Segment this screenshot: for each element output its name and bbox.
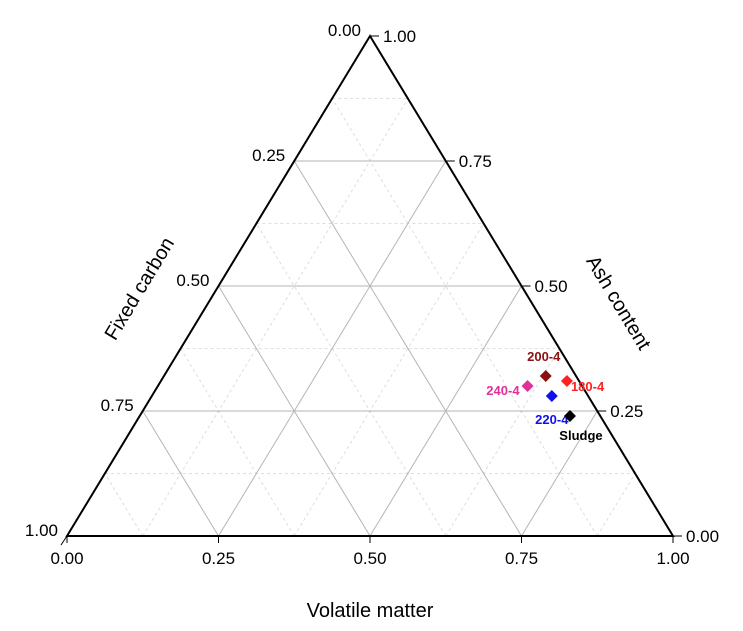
data-label-200-4: 200-4 — [527, 349, 561, 364]
tick-fixed-carbon — [136, 410, 144, 421]
tick-label-ash-content: 0.00 — [686, 527, 719, 546]
tick-label-volatile-matter: 0.75 — [505, 549, 538, 568]
gridline-major-fixed-carbon — [142, 410, 219, 537]
data-point-200-4 — [539, 370, 552, 382]
tick-label-fixed-carbon: 0.75 — [101, 396, 134, 415]
tick-label-volatile-matter: 1.00 — [656, 549, 689, 568]
data-point-240-4 — [521, 380, 534, 392]
data-point-220-4 — [545, 390, 558, 402]
tick-label-ash-content: 1.00 — [383, 27, 416, 46]
minor-gridlines — [104, 98, 636, 537]
axis-title-fixed-carbon: Fixed carbon — [101, 234, 179, 344]
gridline-major-fixed-carbon — [293, 160, 522, 537]
axis-title-ash-content: Ash content — [582, 252, 655, 354]
gridline-major-fixed-carbon — [218, 285, 371, 537]
tick-label-volatile-matter: 0.50 — [353, 549, 386, 568]
gridline-minor-fixed-carbon — [331, 98, 598, 537]
tick-fixed-carbon — [212, 285, 219, 296]
gridline-minor-fixed-carbon — [104, 473, 144, 537]
data-point-sludge — [563, 410, 576, 422]
tick-marks — [60, 35, 682, 546]
gridline-minor-fixed-carbon — [180, 348, 295, 537]
tick-fixed-carbon — [60, 535, 68, 546]
tick-label-fixed-carbon: 0.00 — [328, 21, 361, 40]
tick-label-fixed-carbon: 1.00 — [25, 521, 58, 540]
gridline-minor-volatile — [445, 348, 560, 537]
tick-label-fixed-carbon: 0.50 — [176, 271, 209, 290]
gridline-major-volatile — [521, 410, 598, 537]
tick-label-volatile-matter: 0.00 — [50, 549, 83, 568]
axis-title-volatile-matter: Volatile matter — [307, 600, 434, 622]
tick-label-ash-content: 0.25 — [610, 402, 643, 421]
tick-labels: 0.00 0.00 0.00 0.25 0.25 0.25 0.50 0.50 0.50 0.75… — [25, 21, 719, 568]
gridline-minor-volatile — [596, 473, 636, 537]
gridline-minor-volatile — [293, 223, 485, 537]
tick-label-ash-content: 0.50 — [535, 277, 568, 296]
gridline-minor-fixed-carbon — [255, 223, 447, 537]
major-gridlines — [142, 160, 598, 537]
gridline-major-volatile — [369, 285, 522, 537]
gridline-minor-volatile — [142, 98, 409, 537]
gridline-major-volatile — [218, 160, 447, 537]
tick-fixed-carbon — [287, 160, 295, 171]
data-label-sludge: Sludge — [559, 428, 602, 443]
tick-label-ash-content: 0.75 — [459, 152, 492, 171]
tick-fixed-carbon — [363, 35, 371, 46]
data-point-180-4 — [560, 375, 573, 387]
data-label-180-4: 180-4 — [571, 379, 605, 394]
tick-label-volatile-matter: 0.25 — [202, 549, 235, 568]
data-label-240-4: 240-4 — [486, 383, 520, 398]
tick-label-fixed-carbon: 0.25 — [252, 146, 285, 165]
data-label-220-4: 220-4 — [535, 412, 569, 427]
